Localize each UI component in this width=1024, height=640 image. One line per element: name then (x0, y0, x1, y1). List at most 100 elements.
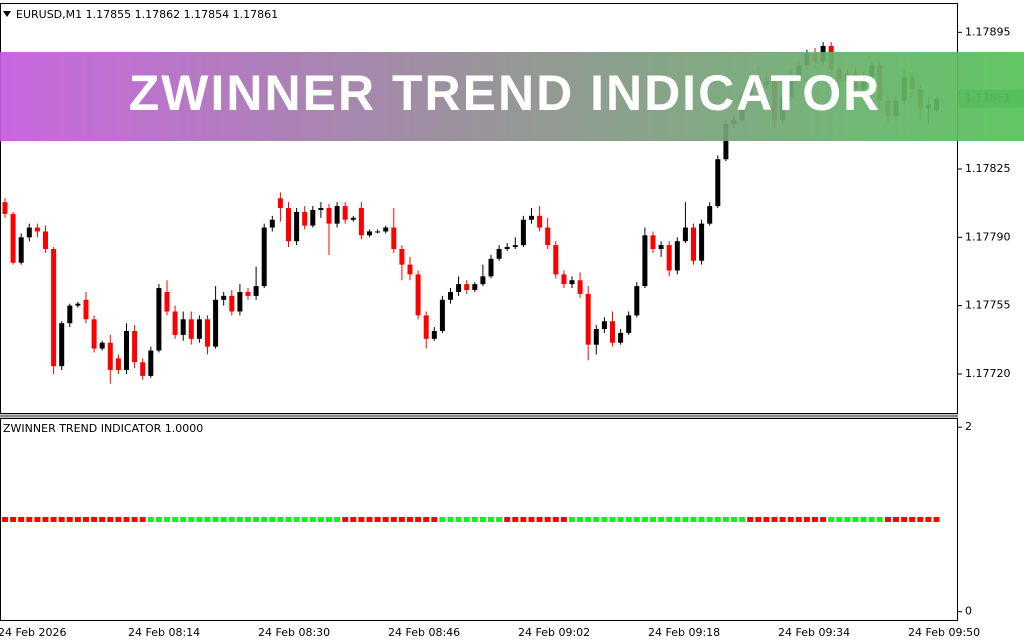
trend-dot (536, 516, 543, 522)
candle-body (59, 323, 65, 367)
candle-body (83, 299, 89, 320)
trend-dot (269, 516, 276, 522)
trend-dot (42, 516, 49, 522)
candle-body (156, 288, 162, 351)
candle-body (512, 245, 518, 248)
trend-dot (342, 516, 349, 522)
candle-body (350, 217, 356, 220)
trend-dot (593, 516, 600, 522)
trend-dot (560, 516, 567, 522)
trend-dot (682, 516, 689, 522)
candle-body (26, 227, 32, 238)
candle-body (75, 303, 81, 306)
y-tick-label: 2 (965, 420, 972, 433)
trend-dot (690, 516, 697, 522)
candle-body (2, 202, 8, 214)
y-tick-label: 1.17720 (965, 367, 1011, 380)
trend-dot (358, 516, 365, 522)
trend-dot (212, 516, 219, 522)
trend-dot (739, 516, 746, 522)
candle-body (164, 291, 170, 312)
trend-dot (66, 516, 73, 522)
candle-body (10, 213, 16, 263)
trend-dot (228, 516, 235, 522)
trend-dot (115, 516, 122, 522)
candle-body (682, 227, 688, 242)
menu-triangle[interactable] (3, 11, 11, 17)
x-tick-label: 24 Feb 09:34 (778, 626, 850, 639)
candle-body (610, 321, 615, 343)
trend-dot (123, 516, 130, 522)
candle-body (699, 223, 705, 261)
trend-dot (876, 516, 883, 522)
x-tick-label: 24 Feb 08:46 (388, 626, 460, 639)
candle-body (367, 231, 372, 236)
trend-dot (641, 516, 648, 522)
candle-body (569, 280, 575, 285)
candle-body (107, 342, 113, 371)
banner (0, 52, 1024, 141)
trend-dot (34, 516, 41, 522)
candle-body (237, 291, 243, 312)
candle-body (115, 358, 121, 371)
candle-body (674, 241, 680, 271)
trend-dot (277, 516, 284, 522)
candle-body (439, 299, 445, 332)
trend-dot (666, 516, 673, 522)
trend-dot (74, 516, 81, 522)
trend-dot (836, 516, 843, 522)
candle-body (666, 245, 672, 271)
candle-body (358, 208, 364, 236)
trend-dot (893, 516, 899, 522)
candle-body (626, 315, 632, 333)
indicator-pane-border (0, 418, 958, 621)
trend-dot (933, 516, 940, 522)
candle-body (415, 274, 421, 316)
trend-dot (180, 516, 187, 522)
trend-dot (658, 516, 665, 522)
candle-body (577, 280, 583, 294)
candle-body (67, 305, 73, 324)
trend-dot (747, 516, 754, 522)
trend-dot (763, 516, 770, 522)
trend-dot (196, 516, 203, 522)
trend-dot (852, 516, 859, 522)
trend-dot (504, 516, 511, 522)
trend-dot (423, 516, 430, 522)
candle-body (334, 206, 340, 224)
trend-dot (731, 516, 737, 522)
candle-body (642, 235, 648, 287)
trend-dot (755, 516, 762, 522)
trend-dot (220, 516, 227, 522)
trend-dot (633, 516, 640, 522)
trend-dot (245, 516, 251, 522)
candle-body (658, 245, 664, 250)
candle-body (124, 331, 129, 371)
trend-dot (439, 516, 446, 522)
y-tick-label: 1.17895 (965, 25, 1011, 38)
candle-body (213, 299, 219, 347)
candle-body (148, 350, 154, 376)
trend-dot (309, 516, 316, 522)
trend-dot (528, 516, 535, 522)
candle-body (707, 206, 713, 224)
trend-dot (204, 516, 211, 522)
x-tick-label: 24 Feb 09:50 (908, 626, 980, 639)
candle-body (205, 319, 210, 347)
trend-dot (188, 516, 195, 522)
trend-dot (301, 516, 308, 522)
candle-body (286, 208, 291, 242)
trend-dot (2, 516, 8, 522)
trend-dot (366, 516, 373, 522)
trend-dot (901, 516, 908, 522)
candle-body (140, 362, 146, 376)
trend-dot (625, 516, 632, 522)
trend-dot (350, 516, 357, 522)
candle-body (448, 291, 453, 300)
candle-body (261, 227, 267, 287)
candle-body (691, 227, 696, 261)
candle-body (383, 227, 389, 232)
trend-dot (99, 516, 106, 522)
trend-dot (544, 516, 551, 522)
